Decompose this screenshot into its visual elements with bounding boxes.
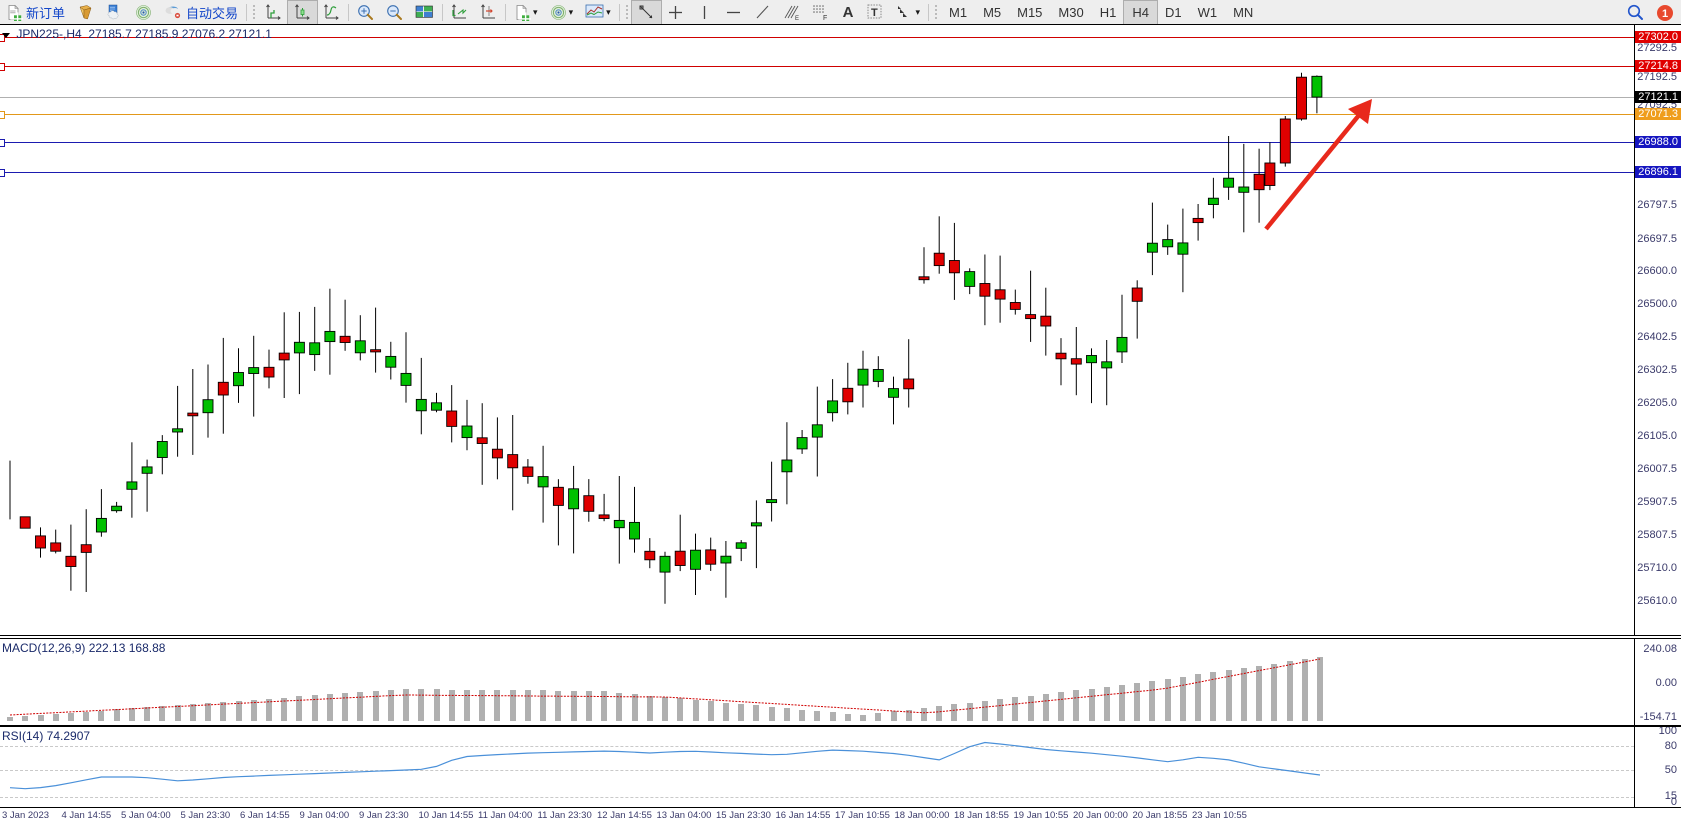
svg-text:E: E <box>795 16 799 21</box>
svg-text:F: F <box>823 15 827 21</box>
svg-text:1: 1 <box>1662 8 1668 20</box>
svg-text:T: T <box>871 7 878 19</box>
